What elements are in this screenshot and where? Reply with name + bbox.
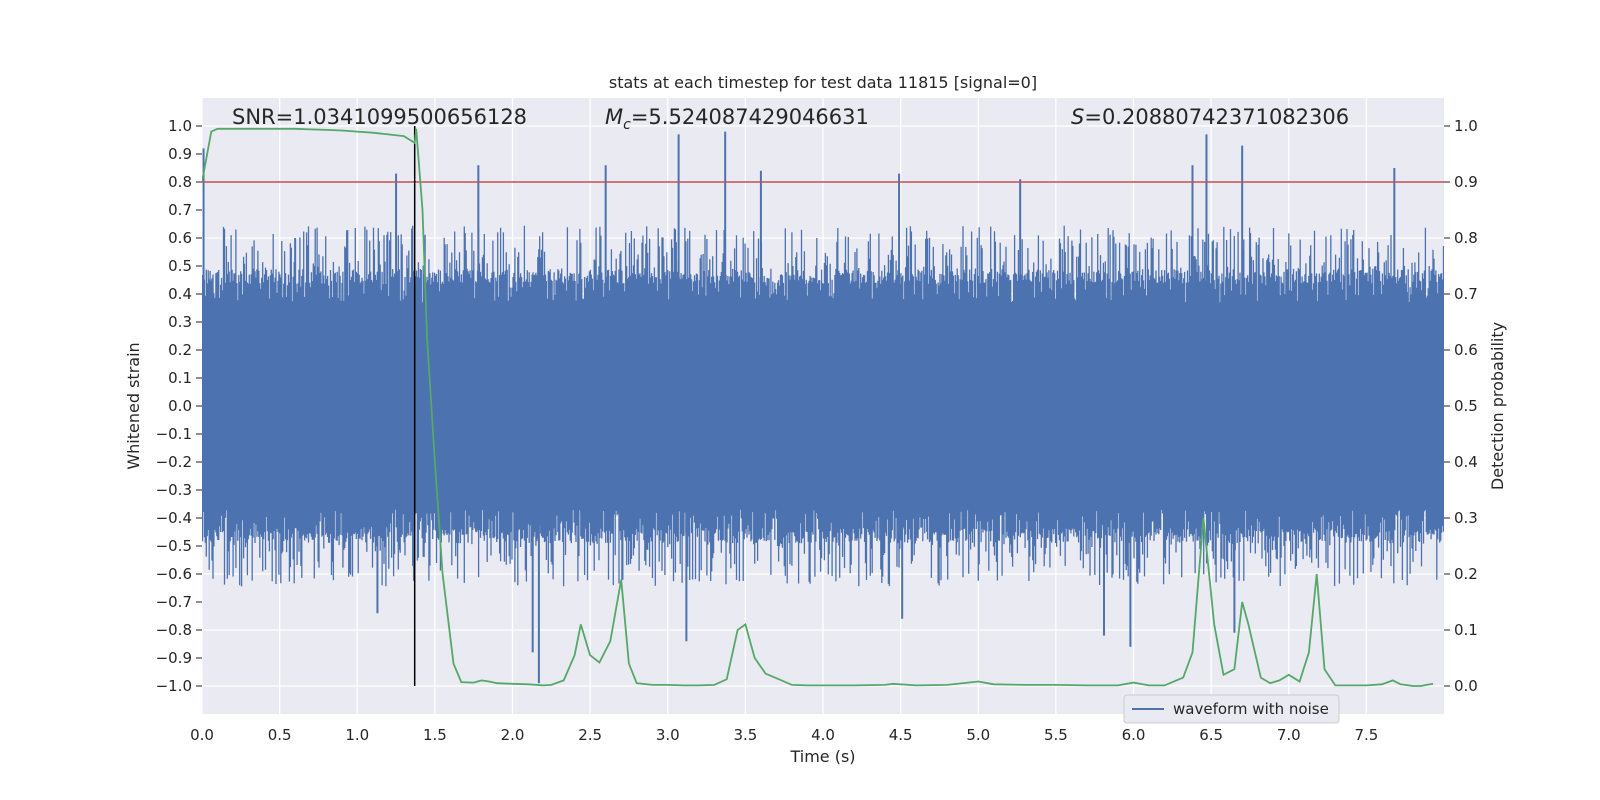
- y-axis-right: 1.0 0.9 0.8 0.7 0.6 0.5 0.4 0.3 0.2 0.1 0.0: [1444, 117, 1478, 695]
- x-axis: 0.0 0.5 1.0 1.5 2.0 2.5 3.0 3.5 4.0 4.5 5.0 5.5 6.0 6…: [190, 726, 1378, 744]
- y2-axis-label: Detection probability: [1488, 322, 1507, 490]
- y-tick-label: 0.0: [168, 397, 192, 415]
- snr-annotation: SNR=1.0341099500656128: [232, 105, 527, 129]
- y2-tick-label: 0.4: [1454, 453, 1478, 471]
- y-tick-label: 0.6: [168, 229, 192, 247]
- x-tick-label: 4.0: [811, 726, 835, 744]
- x-tick-label: 6.5: [1199, 726, 1223, 744]
- y2-tick-label: 0.0: [1454, 677, 1478, 695]
- x-tick-label: 7.0: [1277, 726, 1301, 744]
- y2-tick-label: 0.7: [1454, 285, 1478, 303]
- x-tick-label: 6.0: [1122, 726, 1146, 744]
- y2-tick-label: 1.0: [1454, 117, 1478, 135]
- y2-tick-label: 0.2: [1454, 565, 1478, 583]
- overlays: [202, 126, 1444, 687]
- legend: waveform with noise: [1123, 694, 1340, 724]
- y2-tick-label: 0.5: [1454, 397, 1478, 415]
- y-tick-label: 0.8: [168, 173, 192, 191]
- y-tick-label: 0.4: [168, 285, 192, 303]
- y-tick-label: −0.2: [156, 453, 192, 471]
- y-tick-label: −0.1: [156, 425, 192, 443]
- x-tick-label: 3.0: [656, 726, 680, 744]
- y-tick-label: 1.0: [168, 117, 192, 135]
- y2-tick-label: 0.1: [1454, 621, 1478, 639]
- x-tick-label: 0.0: [190, 726, 214, 744]
- y-tick-label: −0.6: [156, 565, 192, 583]
- y-tick-label: −0.3: [156, 481, 192, 499]
- waveform-core: [202, 302, 1444, 510]
- x-tick-label: 1.0: [345, 726, 369, 744]
- y-tick-label: −0.4: [156, 509, 192, 527]
- probability-line: [202, 127, 1434, 687]
- y-tick-label: 0.9: [168, 145, 192, 163]
- y2-tick-label: 0.9: [1454, 173, 1478, 191]
- x-tick-label: 1.5: [423, 726, 447, 744]
- s-value: =0.20880742371082306: [1084, 105, 1349, 129]
- y-tick-label: −0.5: [156, 537, 192, 555]
- chart-title: stats at each timestep for test data 118…: [609, 73, 1037, 92]
- waveform-series: [202, 131, 1444, 684]
- x-tick-label: 0.5: [268, 726, 292, 744]
- y-tick-label: −0.8: [156, 621, 192, 639]
- x-tick-label: 2.0: [501, 726, 525, 744]
- x-tick-label: 4.5: [889, 726, 913, 744]
- y-tick-label: −0.7: [156, 593, 192, 611]
- y-tick-label: −1.0: [156, 677, 192, 695]
- y2-tick-label: 0.8: [1454, 229, 1478, 247]
- legend-box: [1123, 694, 1340, 724]
- y-axis-label: Whitened strain: [124, 342, 143, 469]
- x-tick-label: 7.5: [1354, 726, 1378, 744]
- chirp-mass-annotation: Mc=5.524087429046631: [605, 105, 869, 133]
- y2-tick-label: 0.6: [1454, 341, 1478, 359]
- x-tick-label: 5.0: [966, 726, 990, 744]
- chirp-mass-value: =5.524087429046631: [631, 105, 869, 129]
- s-annotation: S=0.20880742371082306: [1071, 105, 1349, 129]
- y-axis-left: 1.0 0.9 0.8 0.7 0.6 0.5 0.4 0.3 0.2 0.1 0.0 −0.1 −0.…: [156, 117, 202, 695]
- x-tick-label: 3.5: [733, 726, 757, 744]
- x-tick-label: 5.5: [1044, 726, 1068, 744]
- x-tick-label: 2.5: [578, 726, 602, 744]
- y-tick-label: 0.5: [168, 257, 192, 275]
- y-tick-label: 0.2: [168, 341, 192, 359]
- y-tick-label: 0.3: [168, 313, 192, 331]
- legend-label: waveform with noise: [1173, 700, 1329, 718]
- y-tick-label: 0.1: [168, 369, 192, 387]
- y-tick-label: 0.7: [168, 201, 192, 219]
- y-tick-label: −0.9: [156, 649, 192, 667]
- x-axis-label: Time (s): [789, 747, 855, 766]
- y2-tick-label: 0.3: [1454, 509, 1478, 527]
